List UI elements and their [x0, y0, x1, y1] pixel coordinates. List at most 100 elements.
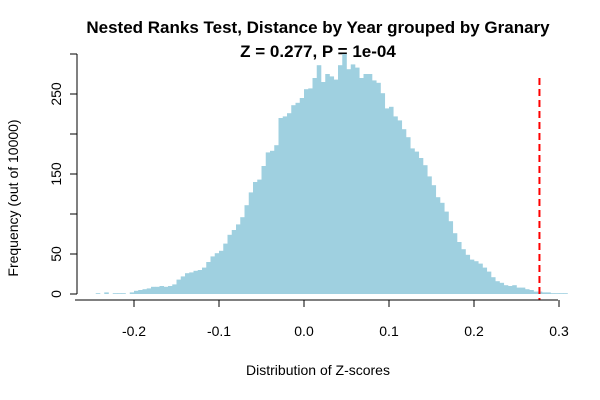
- y-tick-label: 0: [48, 290, 64, 298]
- histogram-bar: [185, 273, 190, 294]
- histogram-bar: [172, 284, 177, 294]
- histogram-bar: [257, 179, 262, 294]
- histogram-bar: [308, 88, 313, 295]
- histogram-bar: [355, 67, 360, 294]
- histogram-bar: [325, 74, 330, 294]
- histogram-bar: [418, 158, 424, 294]
- histogram-bar: [138, 290, 143, 294]
- histogram-bar: [508, 286, 513, 294]
- histogram-bar: [457, 242, 462, 294]
- histogram-bar: [342, 54, 347, 294]
- histogram-bar: [423, 165, 428, 294]
- x-axis-label: Distribution of Z-scores: [246, 362, 390, 378]
- histogram-bar: [223, 243, 228, 294]
- histogram-bar: [304, 89, 309, 294]
- histogram-bar: [291, 105, 296, 294]
- histogram-bar: [112, 293, 118, 294]
- histogram-bar: [244, 205, 250, 294]
- histogram-bar: [210, 256, 216, 294]
- histogram-bar: [389, 106, 394, 294]
- histogram-bar: [406, 137, 411, 294]
- histogram-bar: [155, 286, 160, 294]
- histogram-bar: [134, 290, 139, 294]
- histogram-bar: [452, 233, 458, 294]
- histogram-bar: [444, 211, 449, 294]
- histogram-bar: [227, 234, 233, 294]
- x-tick-label: -0.2: [122, 323, 146, 339]
- histogram-bar: [117, 293, 122, 294]
- histogram-bar: [295, 102, 301, 294]
- histogram-bar: [427, 176, 432, 294]
- histogram-bar: [554, 293, 560, 294]
- y-axis: 0 50 150 250: [48, 53, 78, 298]
- histogram-bar: [287, 113, 292, 294]
- y-tick-label: 250: [48, 82, 64, 106]
- histogram-bar: [529, 290, 534, 294]
- histogram-bar: [206, 262, 211, 294]
- histogram-bar: [525, 289, 530, 294]
- histogram-bar: [542, 292, 547, 294]
- histogram-bar: [533, 291, 539, 294]
- histogram-bar: [159, 286, 165, 294]
- histogram-bar: [95, 293, 101, 294]
- histogram-bar: [248, 192, 254, 294]
- histogram-bar: [359, 78, 364, 294]
- histogram-bar: [265, 152, 271, 294]
- histogram-bars: [95, 54, 568, 295]
- histogram-bar: [435, 197, 441, 294]
- histogram-bar: [491, 277, 496, 294]
- histogram-bar: [163, 286, 169, 294]
- histogram-bar: [461, 249, 466, 294]
- histogram-bar: [176, 279, 182, 294]
- histogram-bar: [376, 82, 381, 294]
- histogram-bar: [520, 287, 526, 294]
- histogram-bar: [121, 293, 126, 294]
- histogram-bar: [142, 289, 148, 294]
- x-tick-label: -0.1: [207, 323, 231, 339]
- histogram-bar: [104, 292, 109, 294]
- histogram-bar: [440, 202, 445, 294]
- histogram-bar: [278, 118, 284, 294]
- x-tick-label: 0.0: [294, 323, 314, 339]
- histogram-bar: [499, 282, 505, 294]
- y-tick-label: 150: [48, 162, 64, 186]
- histogram-bar: [478, 263, 483, 294]
- y-axis-label: Frequency (out of 10000): [5, 119, 21, 276]
- histogram-bar: [316, 65, 322, 294]
- x-tick-label: 0.1: [379, 323, 399, 339]
- histogram-bar: [299, 98, 305, 294]
- histogram-bar: [346, 69, 352, 294]
- histogram-bar: [312, 78, 318, 294]
- histogram-bar: [231, 230, 237, 294]
- histogram-bar: [367, 74, 373, 294]
- histogram-bar: [401, 129, 407, 294]
- histogram-bar: [503, 285, 509, 294]
- histogram-bar: [550, 293, 556, 294]
- histogram-bar: [414, 151, 420, 294]
- histogram-bar: [546, 292, 551, 294]
- chart-title: Nested Ranks Test, Distance by Year grou…: [86, 18, 550, 37]
- histogram-bar: [486, 271, 492, 294]
- histogram-bar: [380, 93, 386, 294]
- histogram-bar: [261, 166, 267, 294]
- histogram-bar: [321, 82, 326, 294]
- y-tick-label: 50: [48, 246, 64, 262]
- histogram-bar: [180, 276, 186, 294]
- histogram-bar: [146, 288, 152, 294]
- histogram-bar: [516, 287, 522, 294]
- histogram-bar: [270, 150, 275, 294]
- histogram-bar: [168, 286, 173, 294]
- histogram-bar: [333, 79, 339, 294]
- histogram-bar: [274, 145, 279, 294]
- histogram-bar: [129, 292, 135, 294]
- histogram-bar: [495, 281, 500, 294]
- histogram-bar: [197, 270, 203, 294]
- histogram-bar: [474, 261, 479, 294]
- histogram-bar: [282, 116, 288, 295]
- histogram-bar: [240, 217, 245, 294]
- histogram-bar: [397, 120, 403, 295]
- histogram-bar: [482, 267, 488, 294]
- histogram-bar: [410, 148, 415, 294]
